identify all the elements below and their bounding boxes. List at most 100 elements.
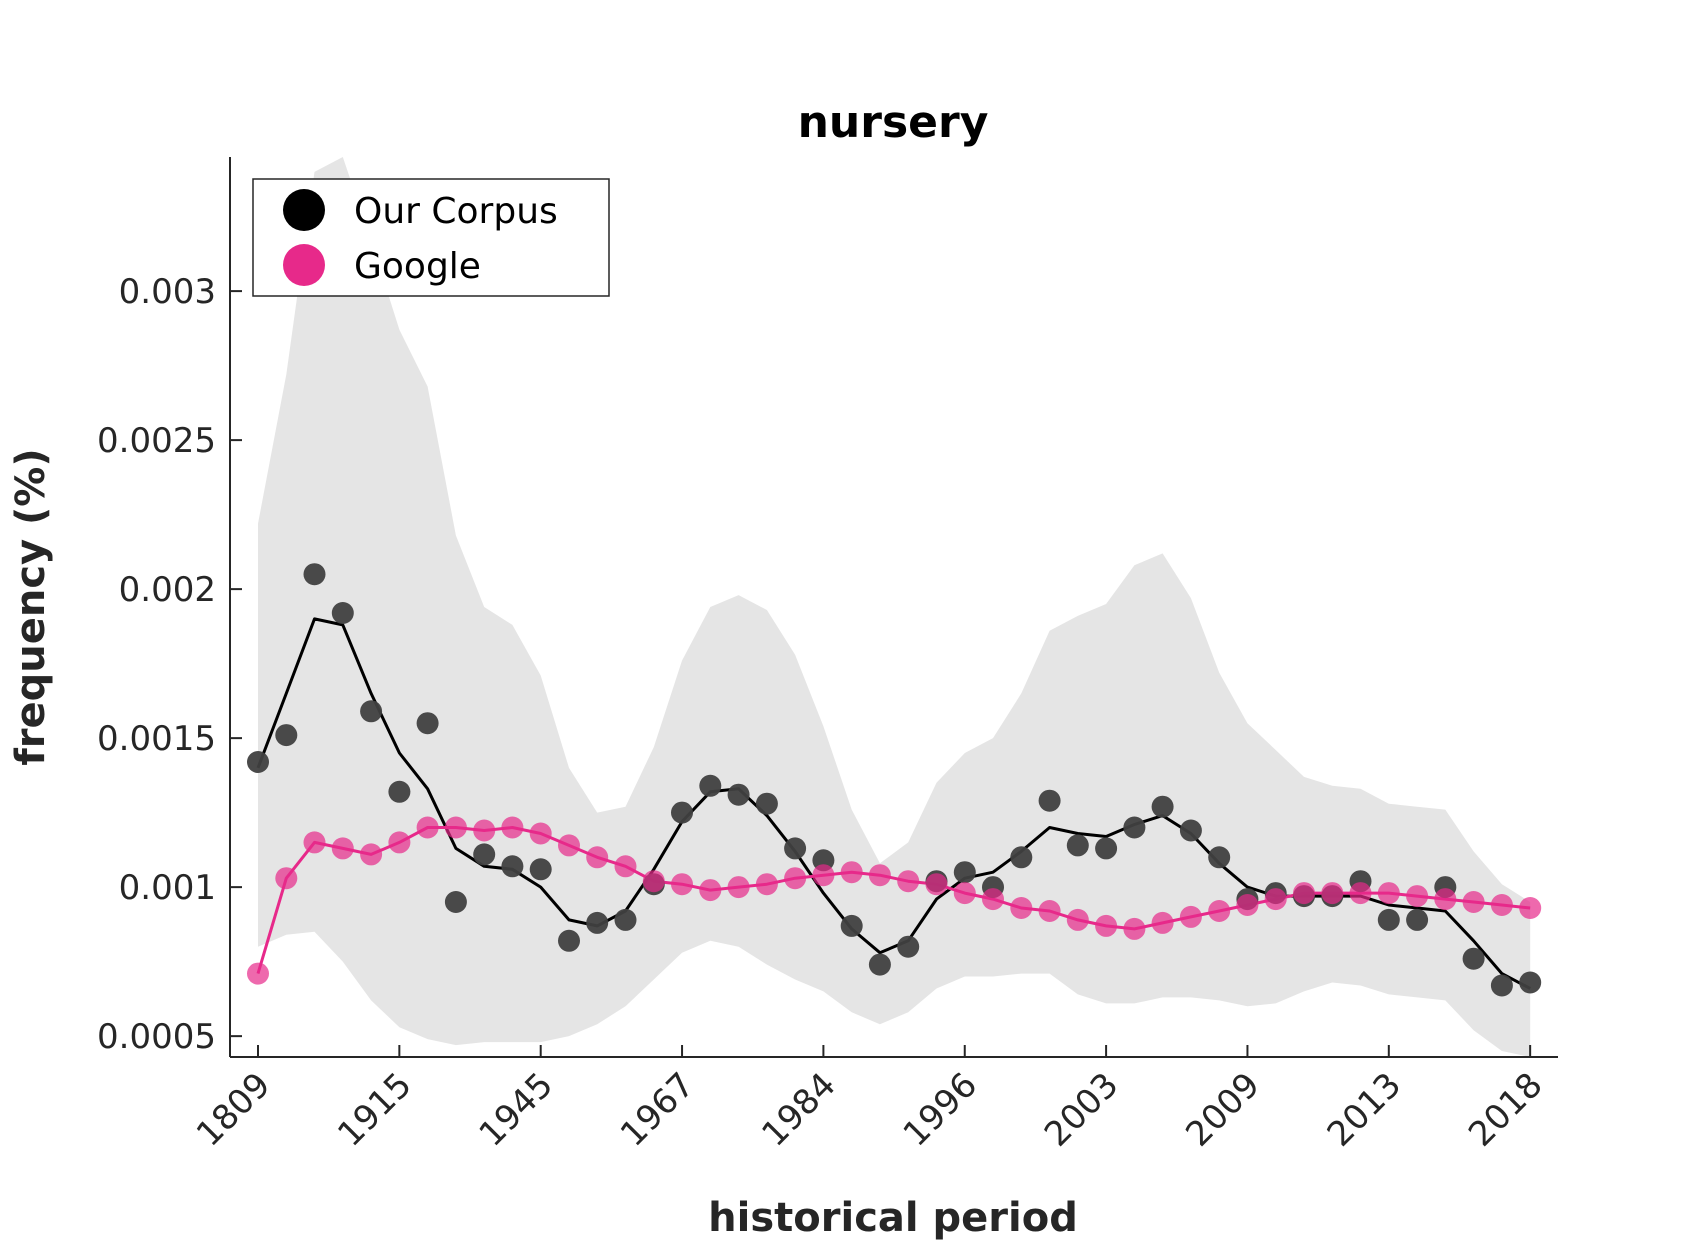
x-tick-label: 2003 — [1037, 1065, 1126, 1154]
google-point — [1095, 914, 1118, 937]
x-tick-label: 2018 — [1461, 1065, 1550, 1154]
x-tick-label: 1945 — [472, 1065, 561, 1154]
x-tick-label: 1915 — [330, 1065, 419, 1154]
google-point — [1462, 891, 1485, 913]
our-corpus-point — [897, 935, 920, 958]
x-tick-label: 1984 — [754, 1065, 843, 1154]
our-corpus-point — [1208, 846, 1231, 869]
x-tick-label: 1996 — [896, 1065, 985, 1154]
google-point — [784, 867, 807, 890]
google-point — [501, 816, 524, 839]
google-point — [1349, 882, 1372, 905]
x-tick-label: 2009 — [1178, 1065, 1267, 1154]
legend: Our Corpus Google — [252, 178, 610, 297]
google-point — [642, 870, 665, 893]
legend-marker-our-corpus — [283, 189, 325, 231]
x-tick-label: 1809 — [189, 1065, 278, 1154]
our-corpus-point — [1490, 974, 1513, 997]
google-point — [1377, 882, 1400, 905]
our-corpus-point — [1151, 795, 1174, 818]
google-point — [897, 870, 920, 893]
y-tick-label: 0.001 — [119, 868, 216, 908]
our-corpus-point — [1038, 789, 1061, 812]
our-corpus-point — [784, 837, 807, 860]
axes — [229, 157, 1558, 1058]
y-tick-label: 0.0025 — [97, 421, 216, 461]
google-point — [671, 873, 693, 896]
our-corpus-point — [840, 914, 863, 937]
our-corpus-point — [614, 908, 637, 931]
our-corpus-point — [1519, 971, 1542, 994]
google-point — [275, 867, 298, 890]
our-corpus-trend-line — [256, 617, 1531, 990]
google-point — [755, 873, 778, 896]
our-corpus-point — [1095, 837, 1118, 860]
google-point — [1123, 917, 1146, 940]
y-ticks: 0.0005 0.001 0.0015 0.002 0.0025 0.003 — [97, 272, 242, 1057]
confidence-band-layer — [258, 157, 1531, 1057]
google-point — [1066, 908, 1089, 931]
google-point — [812, 864, 835, 887]
our-corpus-point — [1406, 908, 1429, 931]
legend-marker-google — [283, 244, 325, 286]
our-corpus-point — [1010, 846, 1033, 869]
google-point — [1236, 894, 1259, 916]
google-point — [1519, 897, 1542, 919]
our-corpus-point — [1066, 834, 1089, 857]
our-corpus-point — [444, 891, 467, 913]
google-point — [529, 822, 552, 845]
google-point — [416, 816, 439, 839]
y-tick-label: 0.0005 — [97, 1017, 216, 1057]
google-point — [586, 846, 609, 869]
our-corpus-point — [529, 858, 552, 881]
google-point — [303, 831, 326, 854]
x-axis-label: historical period — [708, 1195, 1078, 1241]
confidence-band — [258, 157, 1531, 1057]
our-corpus-point — [727, 783, 750, 806]
google-point — [473, 819, 496, 842]
google-point — [1179, 905, 1202, 928]
our-corpus-point — [868, 953, 891, 976]
line-layer — [256, 617, 1531, 990]
google-point — [388, 831, 411, 854]
google-point — [840, 861, 863, 884]
google-line — [256, 826, 1531, 975]
google-point — [1208, 900, 1231, 922]
our-corpus-point — [247, 751, 269, 773]
our-corpus-point — [1462, 947, 1485, 970]
x-ticks: 1809 1915 1945 1967 1984 1996 2003 2009 2013 2018 — [189, 1045, 1551, 1155]
y-tick-label: 0.002 — [119, 570, 216, 610]
google-point — [1490, 894, 1513, 916]
our-corpus-point — [586, 911, 609, 934]
point-layer — [247, 563, 1542, 997]
our-corpus-point — [558, 929, 580, 952]
google-point — [1264, 888, 1287, 911]
chart-title: nursery — [798, 97, 989, 148]
google-point — [1038, 900, 1061, 922]
google-point — [1406, 885, 1429, 908]
google-point — [868, 864, 891, 887]
our-corpus-point — [331, 602, 354, 624]
google-point — [614, 855, 637, 878]
google-point — [360, 843, 383, 866]
our-corpus-point — [473, 843, 496, 866]
google-point — [558, 834, 580, 857]
our-corpus-point — [416, 712, 439, 735]
google-point — [699, 879, 722, 902]
legend-label-google: Google — [354, 246, 481, 287]
google-point — [1293, 882, 1315, 905]
our-corpus-point — [501, 855, 524, 878]
google-point — [727, 876, 750, 899]
google-point — [1151, 911, 1174, 934]
google-point — [247, 962, 269, 985]
our-corpus-point — [303, 563, 326, 586]
our-corpus-point — [1179, 819, 1202, 842]
x-tick-label: 2013 — [1320, 1065, 1409, 1154]
our-corpus-point — [953, 861, 976, 884]
google-point — [953, 882, 976, 905]
legend-label-our-corpus: Our Corpus — [354, 191, 558, 232]
google-point — [1321, 882, 1344, 905]
y-tick-label: 0.003 — [119, 272, 216, 312]
google-point — [331, 837, 354, 860]
